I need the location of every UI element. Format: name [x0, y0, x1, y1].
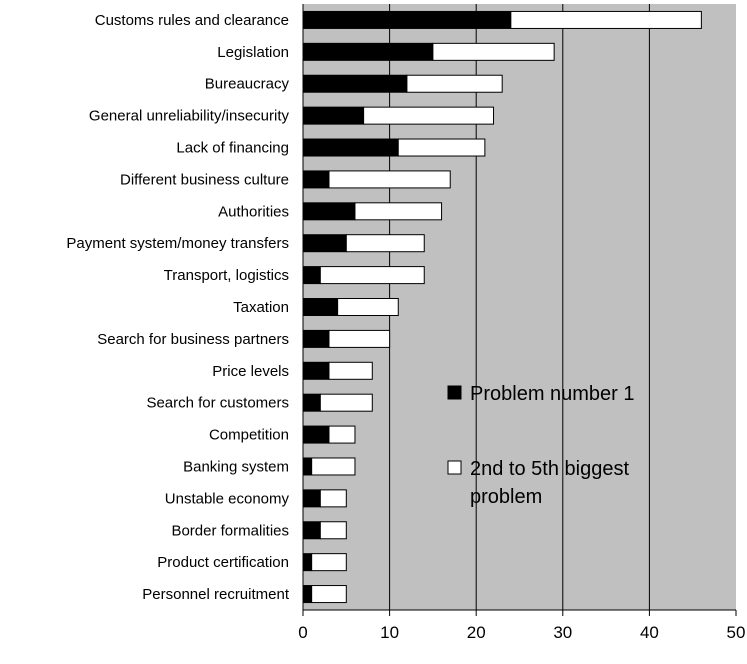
bar-2nd-to-5th	[319, 521, 347, 540]
legend-swatch-2nd-to-5th	[447, 460, 462, 475]
category-label: Legislation	[217, 44, 289, 61]
bar-2nd-to-5th	[337, 298, 399, 316]
x-tick-label: 40	[640, 623, 659, 642]
category-label: Lack of financing	[176, 140, 289, 157]
category-label: Customs rules and clearance	[95, 12, 289, 29]
category-label: Payment system/money transfers	[66, 235, 289, 252]
category-label: General unreliability/insecurity	[89, 108, 290, 125]
bar-2nd-to-5th	[432, 42, 555, 61]
bar-problem-1	[302, 266, 321, 285]
bar-2nd-to-5th	[311, 553, 347, 572]
bar-2nd-to-5th	[397, 138, 486, 157]
bar-2nd-to-5th	[328, 361, 373, 380]
category-label: Bureaucracy	[205, 76, 290, 93]
legend-label-2nd-to-5th-line2: problem	[470, 486, 542, 508]
bar-2nd-to-5th	[363, 106, 495, 125]
bar-2nd-to-5th	[406, 74, 503, 93]
x-tick-label: 50	[727, 623, 746, 642]
bar-problem-1	[302, 202, 356, 221]
bar-problem-1	[302, 138, 399, 157]
legend-label-2nd-to-5th-line1: 2nd to 5th biggest	[470, 458, 629, 480]
category-label: Price levels	[212, 363, 289, 380]
bar-2nd-to-5th	[319, 266, 425, 285]
bar-2nd-to-5th	[328, 329, 391, 348]
bar-problem-1	[302, 393, 321, 412]
bar-problem-1	[302, 234, 347, 253]
bar-2nd-to-5th	[311, 585, 347, 604]
category-label: Authorities	[218, 203, 289, 220]
legend: Problem number 1 2nd to 5th biggest prob…	[447, 383, 635, 508]
x-tick-label: 10	[380, 623, 399, 642]
gridlines	[389, 4, 650, 610]
legend-label-problem-1: Problem number 1	[470, 383, 635, 405]
category-label: Competition	[209, 427, 289, 444]
bar-problem-1	[302, 10, 512, 29]
bar-2nd-to-5th	[345, 234, 425, 253]
bar-2nd-to-5th	[328, 425, 356, 444]
bar-2nd-to-5th	[328, 170, 451, 189]
bar-problem-1	[302, 457, 313, 476]
bar-problem-1	[302, 585, 313, 604]
category-label: Search for business partners	[97, 331, 289, 348]
category-label: Banking system	[183, 458, 289, 475]
bar-2nd-to-5th	[319, 489, 347, 508]
category-label: Transport, logistics	[164, 267, 289, 284]
bar-2nd-to-5th	[354, 202, 443, 221]
category-label: Product certification	[157, 554, 289, 571]
bar-2nd-to-5th	[319, 393, 373, 412]
bar-problem-1	[302, 553, 313, 572]
bar-problem-1	[302, 74, 408, 93]
x-axis-ticks: 0 10 20 30 40 50	[298, 610, 745, 642]
bar-problem-1	[302, 298, 339, 316]
bar-2nd-to-5th	[311, 457, 356, 476]
category-label: Search for customers	[146, 395, 289, 412]
bar-problem-1	[302, 106, 365, 125]
bar-2nd-to-5th	[510, 10, 702, 29]
category-labels: Customs rules and clearance Legislation Bu…	[66, 12, 289, 603]
category-label: Different business culture	[120, 171, 289, 188]
x-tick-label: 20	[467, 623, 486, 642]
bar-problem-1	[302, 329, 330, 348]
bar-problem-1	[302, 42, 434, 61]
category-label: Taxation	[233, 299, 289, 316]
bar-problem-1	[302, 521, 321, 540]
category-label: Unstable economy	[165, 490, 290, 507]
x-tick-label: 30	[553, 623, 572, 642]
bar-problem-1	[302, 425, 330, 444]
bars	[302, 10, 702, 604]
legend-swatch-problem-1	[447, 385, 462, 400]
category-label: Personnel recruitment	[142, 586, 290, 603]
category-label: Border formalities	[171, 522, 289, 539]
bar-problem-1	[302, 170, 330, 189]
bar-problem-1	[302, 489, 321, 508]
bar-problem-1	[302, 361, 330, 380]
x-tick-label: 0	[298, 623, 307, 642]
